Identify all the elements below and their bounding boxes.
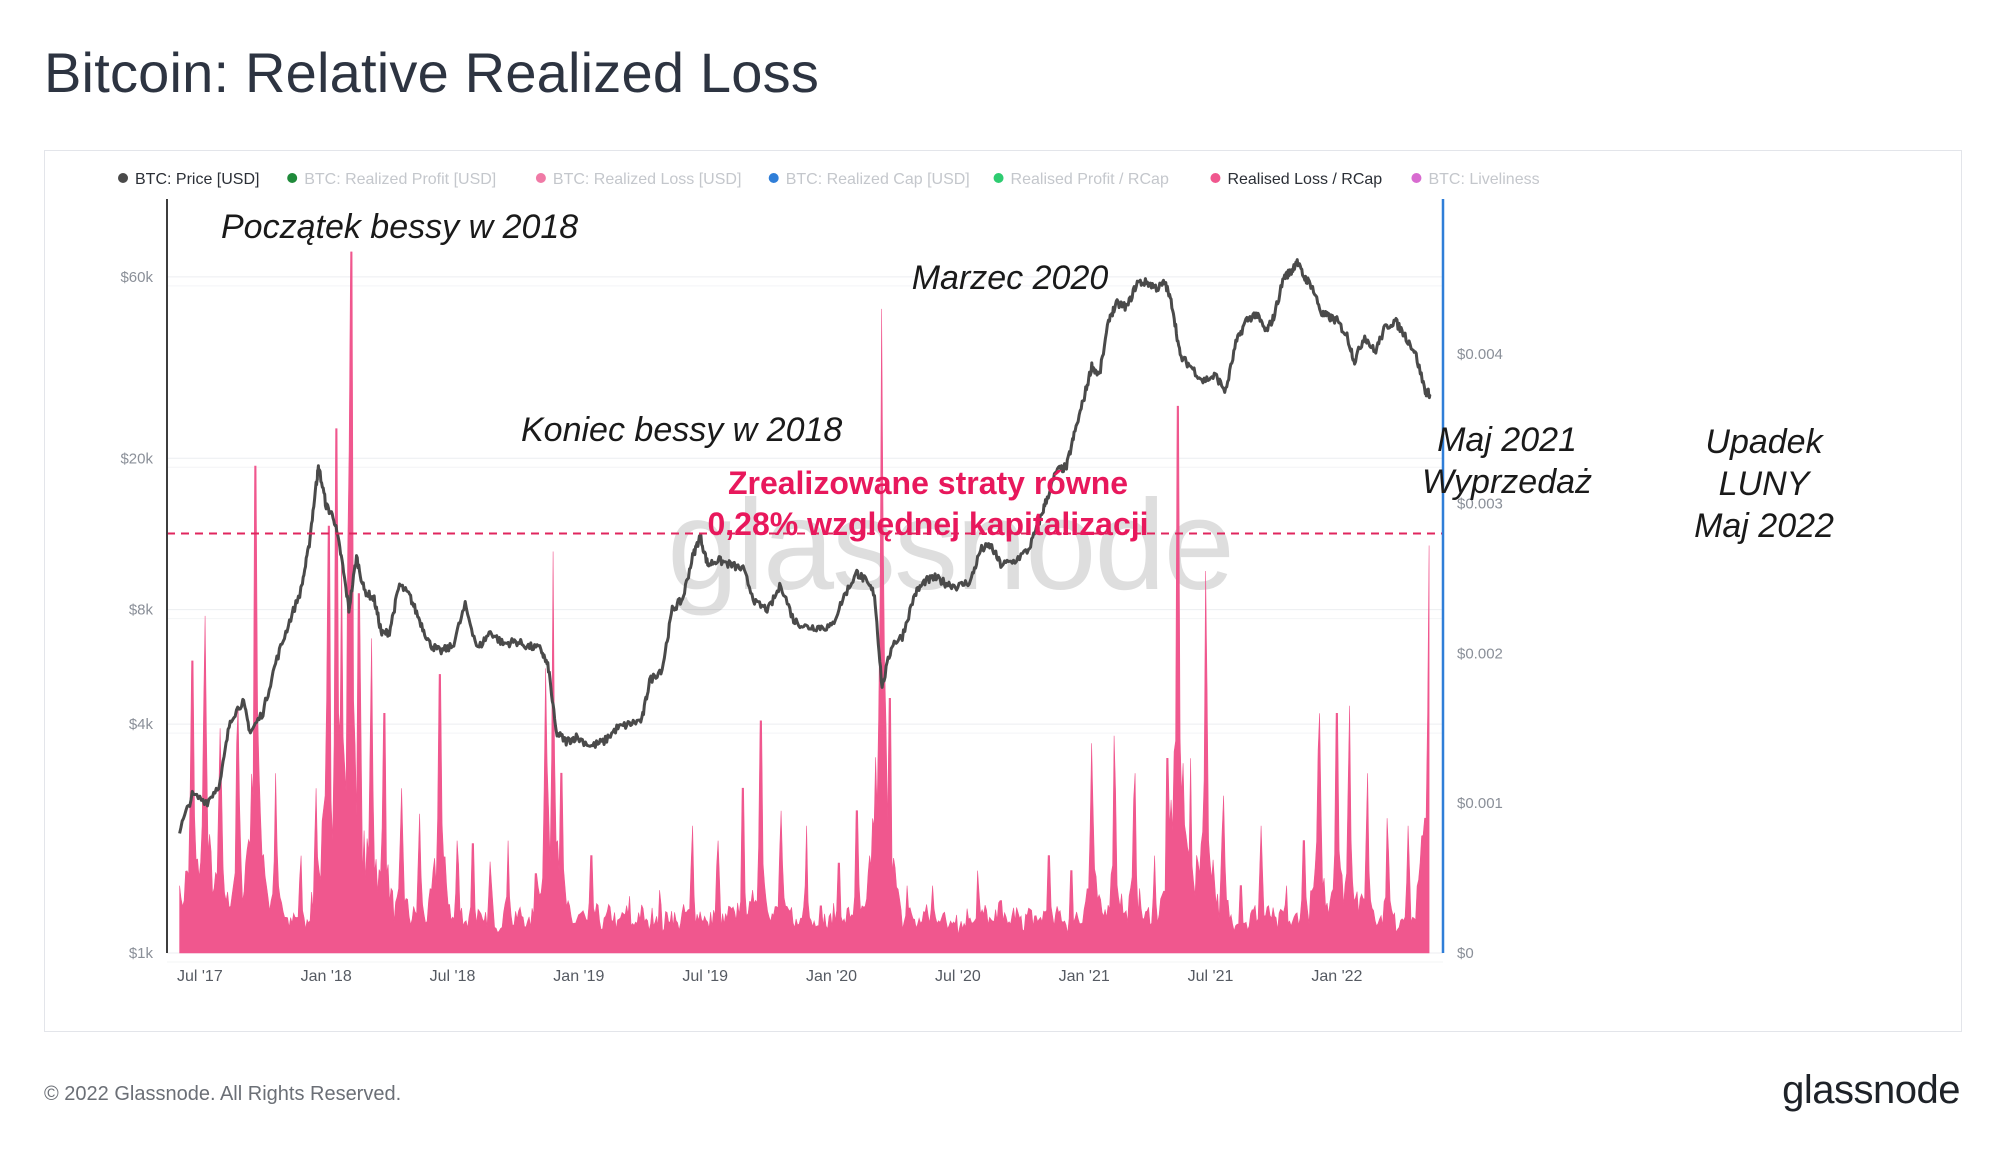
legend-label: BTC: Realized Profit [USD]	[304, 171, 496, 188]
x-tick-label: Jan '20	[806, 968, 857, 985]
threshold-annotation: 0,28% względnej kapitalizacji	[707, 506, 1148, 542]
legend-label: Realised Loss / RCap	[1227, 171, 1382, 188]
y-right-ticks: $0 $0.001 $0.002 $0.003 $0.004	[1457, 346, 1503, 962]
x-tick-label: Jan '19	[553, 968, 604, 985]
y-left-tick-label: $1k	[129, 945, 154, 962]
y-left-ticks: $1k $4k $8k $20k $60k	[120, 269, 153, 962]
legend-marker	[768, 173, 779, 183]
legend-marker	[993, 173, 1004, 183]
y-left-tick-label: $20k	[120, 450, 153, 467]
glassnode-logo: glassnode	[1782, 1068, 1960, 1112]
event-annotation: Upadek	[1705, 423, 1824, 461]
x-tick-label: Jan '21	[1059, 968, 1110, 985]
watermark: glassnode	[667, 474, 1233, 617]
threshold-annotation: Zrealizowane straty równe	[728, 465, 1128, 501]
legend-marker	[1210, 173, 1221, 183]
y-left-tick-label: $4k	[129, 716, 154, 733]
legend-marker	[535, 173, 546, 183]
page-title: Bitcoin: Relative Realized Loss	[44, 41, 820, 104]
legend-label: BTC: Price [USD]	[135, 171, 259, 188]
x-ticks: Jul '17 Jan '18 Jul '18 Jan '19 Jul '19 Jan '…	[177, 968, 1363, 985]
legend-marker	[118, 173, 128, 183]
event-annotation: Marzec 2020	[912, 259, 1109, 297]
y-right-tick-label: $0.002	[1457, 645, 1503, 662]
x-tick-label: Jul '19	[682, 968, 728, 985]
x-tick-label: Jul '20	[935, 968, 981, 985]
copyright-notice: © 2022 Glassnode. All Rights Reserved.	[44, 1083, 402, 1105]
x-tick-label: Jul '17	[177, 968, 223, 985]
loss-series	[179, 251, 1430, 954]
x-tick-label: Jan '18	[301, 968, 352, 985]
annotations: Początek bessy w 2018 Koniec bessy w 2018…	[221, 208, 1834, 545]
event-annotation: Początek bessy w 2018	[221, 208, 578, 246]
legend-label: Realised Profit / RCap	[1011, 171, 1169, 188]
x-tick-label: Jan '22	[1311, 968, 1362, 985]
chart: glassnode $1k $4k $8k $20k $60k $0 $0.001 $0.0…	[118, 171, 1834, 985]
y-right-tick-label: $0.003	[1457, 496, 1503, 513]
x-tick-label: Jul '21	[1188, 968, 1234, 985]
event-annotation: Wyprzedaż	[1422, 463, 1592, 501]
loss-area	[179, 251, 1430, 954]
event-annotation: LUNY	[1719, 465, 1812, 503]
legend-label: BTC: Realized Loss [USD]	[553, 171, 742, 188]
legend-marker	[287, 173, 298, 183]
event-annotation: Maj 2022	[1694, 507, 1834, 545]
x-tick-label: Jul '18	[430, 968, 476, 985]
event-annotation: Maj 2021	[1437, 421, 1577, 459]
legend: BTC: Price [USD] BTC: Realized Profit [US…	[118, 171, 1540, 188]
event-annotation: Koniec bessy w 2018	[521, 411, 842, 449]
y-right-tick-label: $0.001	[1457, 795, 1503, 812]
legend-label: BTC: Liveliness	[1428, 171, 1539, 188]
y-right-tick-label: $0	[1457, 945, 1474, 962]
y-right-tick-label: $0.004	[1457, 346, 1503, 363]
y-left-tick-label: $8k	[129, 602, 154, 619]
y-left-tick-label: $60k	[120, 269, 153, 286]
legend-label: BTC: Realized Cap [USD]	[786, 171, 970, 188]
price-line	[178, 258, 1432, 834]
chart-frame: glassnode $1k $4k $8k $20k $60k $0 $0.001 $0.0…	[44, 150, 1962, 1032]
legend-marker	[1411, 173, 1422, 183]
